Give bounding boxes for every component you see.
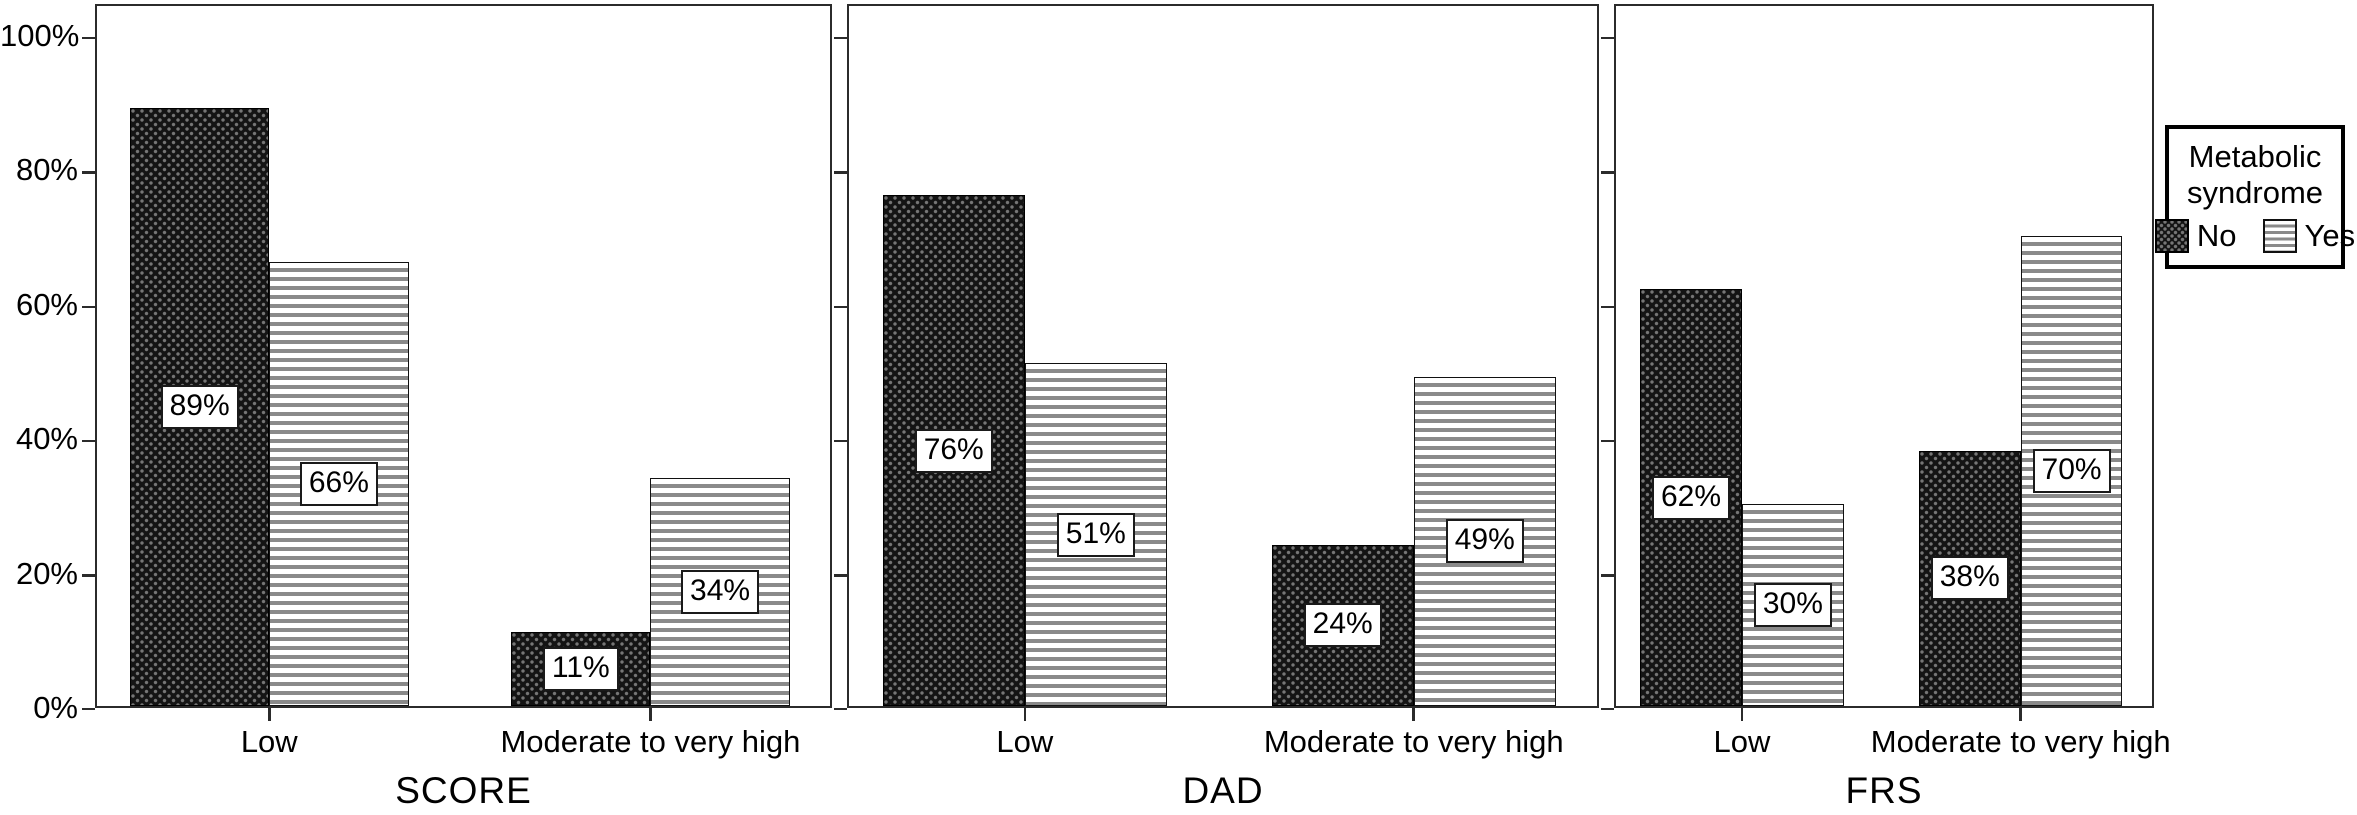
bar-group-score-moderate: 11% 34%	[511, 477, 790, 706]
bar-dad-low-yes: 51%	[1024, 363, 1167, 706]
y-axis-tick	[82, 171, 95, 174]
y-axis-tick	[1601, 305, 1614, 309]
bar-value-label: 30%	[1753, 583, 1832, 628]
y-axis-tick	[82, 439, 95, 443]
x-axis-tick	[268, 708, 271, 721]
bar-dad-moderate-no: 24%	[1271, 544, 1414, 706]
y-axis-tick-label: 0%	[33, 690, 78, 725]
category-label-low: Low	[1713, 724, 1771, 759]
bar-score-low-yes: 66%	[269, 262, 409, 706]
legend-title-line1: Metabolic	[2188, 139, 2322, 174]
y-axis-tick	[834, 171, 847, 174]
bar-group-dad-low: 76% 51%	[882, 195, 1167, 706]
bar-value-label: 66%	[299, 462, 378, 507]
legend-box: Metabolic syndrome No Yes	[2154, 125, 2355, 269]
bar-score-moderate-no: 11%	[511, 632, 651, 706]
y-axis-tick	[834, 574, 847, 577]
bar-frs-moderate-yes: 70%	[2020, 235, 2123, 706]
y-axis-tick	[834, 305, 847, 309]
y-axis-tick	[1601, 171, 1614, 174]
x-axis-tick	[2019, 708, 2022, 721]
y-axis: 100% 80% 60% 40% 20% 0%	[0, 4, 82, 723]
bar-value-label: 70%	[2032, 448, 2111, 493]
category-label-low: Low	[996, 724, 1054, 759]
y-axis-tick	[1601, 439, 1614, 443]
bar-frs-low-no: 62%	[1640, 289, 1742, 706]
bar-group-dad-moderate: 24% 49%	[1271, 376, 1556, 706]
y-axis-tick	[834, 36, 847, 40]
panel-score: 89% 66% 11% 34% Low Moderate to very hig…	[82, 4, 832, 811]
y-axis-tick-label: 40%	[15, 421, 78, 457]
category-label-moderate: Moderate to very high	[1870, 724, 2171, 759]
category-label-low: Low	[240, 724, 298, 759]
category-label-moderate: Moderate to very high	[1263, 724, 1564, 759]
bar-value-label: 11%	[542, 647, 619, 692]
panel-dad: 76% 51% 24% 49% Low Moderate to very hig…	[834, 4, 1599, 811]
legend-swatch-yes-icon	[2262, 219, 2297, 253]
bar-group-score-low: 89% 66%	[129, 107, 409, 706]
bar-value-label: 76%	[914, 428, 993, 473]
bar-value-label: 62%	[1652, 475, 1731, 520]
bar-value-label: 51%	[1056, 512, 1135, 557]
y-axis-tick	[1601, 36, 1614, 40]
category-label-moderate: Moderate to very high	[500, 724, 801, 759]
bar-value-label: 89%	[160, 384, 239, 429]
y-axis-tick	[82, 707, 95, 710]
y-axis-tick-label: 60%	[15, 286, 78, 322]
bar-dad-low-no: 76%	[882, 195, 1025, 706]
bar-group-frs-moderate: 38% 70%	[1918, 235, 2123, 706]
x-axis-tick	[1412, 708, 1415, 721]
x-axis-tick	[1023, 708, 1027, 721]
legend-label-yes: Yes	[2304, 218, 2356, 253]
bar-dad-moderate-yes: 49%	[1413, 376, 1556, 706]
bar-frs-moderate-no: 38%	[1918, 450, 2021, 706]
bar-value-label: 24%	[1303, 603, 1382, 648]
bar-value-label: 38%	[1930, 556, 2009, 601]
y-axis-tick-label: 20%	[15, 555, 78, 591]
bar-score-moderate-yes: 34%	[650, 477, 790, 706]
bar-group-frs-low: 62% 30%	[1640, 289, 1844, 706]
bar-frs-low-yes: 30%	[1741, 504, 1844, 706]
bar-score-low-no: 89%	[129, 107, 270, 706]
legend-label-no: No	[2196, 218, 2237, 253]
y-axis-tick-label: 80%	[15, 152, 78, 188]
bar-value-label: 49%	[1445, 519, 1524, 564]
panel-title-dad: DAD	[1182, 770, 1264, 811]
bar-value-label: 34%	[681, 569, 760, 614]
x-axis-tick	[649, 708, 652, 721]
legend-title-line2: syndrome	[2186, 175, 2324, 210]
x-axis-tick	[1740, 708, 1744, 721]
y-axis-tick	[1601, 707, 1614, 710]
y-axis-tick-label: 100%	[0, 18, 80, 53]
y-axis-tick	[1601, 574, 1614, 577]
panel-title-score: SCORE	[395, 770, 532, 811]
y-axis-tick	[82, 574, 95, 577]
y-axis-tick	[82, 305, 95, 309]
legend-entries: No Yes	[2154, 218, 2355, 253]
y-axis-tick	[82, 36, 95, 40]
panel-frs: 62% 30% 38% 70% Low Moderate to very hig…	[1601, 4, 2171, 811]
legend-swatch-no-icon	[2154, 219, 2189, 253]
y-axis-tick	[834, 707, 847, 710]
y-axis-tick	[834, 439, 847, 443]
panel-title-frs: FRS	[1845, 770, 1923, 811]
